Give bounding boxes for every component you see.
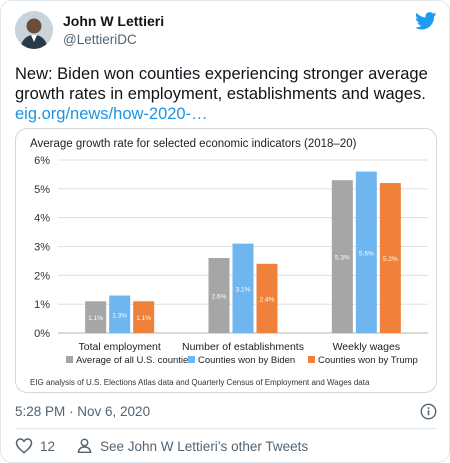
chart-source: EIG analysis of U.S. Elections Atlas dat… xyxy=(30,378,370,387)
bar xyxy=(208,258,230,333)
bar xyxy=(133,301,155,333)
chart-axes: 0% 1% 2% 3% 4% 5% 6% Total employment Number of … xyxy=(34,155,400,353)
y-tick-label: 0% xyxy=(34,328,50,340)
chart-title: Average growth rate for selected economi… xyxy=(30,138,357,150)
bar xyxy=(232,243,254,333)
bar xyxy=(85,301,107,333)
data-label: 5.3% xyxy=(335,255,350,262)
like-count[interactable]: 12 xyxy=(40,439,56,454)
chart-image[interactable]: Average growth rate for selected economi… xyxy=(15,128,437,393)
timestamp[interactable]: 5:28 PM · Nov 6, 2020 xyxy=(15,404,151,419)
data-label: 3.1% xyxy=(236,286,251,293)
avatar-image xyxy=(15,11,53,49)
x-category-label: Number of establishments xyxy=(182,341,304,353)
y-tick-label: 6% xyxy=(34,155,50,167)
chart-bars: 1.1% 1.3% 1.1% 2.6% 3.1% 2.4% 5.3% 5.6% 5.2% xyxy=(85,171,401,333)
data-label: 1.3% xyxy=(112,312,127,319)
chart-legend: Average of all U.S. counties Counties won… xyxy=(66,355,418,366)
twitter-bird-icon[interactable] xyxy=(415,12,437,30)
author-name[interactable]: John W Lettieri xyxy=(63,13,165,29)
x-category-label: Weekly wages xyxy=(333,341,401,353)
tweet-link[interactable]: eig.org/news/how-2020-… xyxy=(15,105,208,123)
legend-swatch xyxy=(66,356,73,363)
divider xyxy=(15,428,437,429)
legend-swatch xyxy=(188,356,195,363)
data-label: 1.1% xyxy=(88,315,103,322)
legend-label: Average of all U.S. counties xyxy=(76,355,193,366)
y-tick-label: 2% xyxy=(34,270,50,282)
bar xyxy=(331,180,353,333)
data-label: 1.1% xyxy=(136,315,151,322)
avatar[interactable] xyxy=(15,11,53,49)
bar xyxy=(355,171,377,333)
x-category-label: Total employment xyxy=(79,341,161,353)
data-label: 2.4% xyxy=(260,296,275,303)
tweet-text: New: Biden won counties experiencing str… xyxy=(15,64,439,124)
bar xyxy=(379,183,401,333)
bar-chart: Average growth rate for selected economi… xyxy=(30,138,428,387)
data-label: 5.2% xyxy=(383,256,398,263)
bar xyxy=(256,263,278,333)
y-tick-label: 5% xyxy=(34,184,50,196)
legend-label: Counties won by Trump xyxy=(318,355,418,366)
y-tick-label: 4% xyxy=(34,213,50,225)
info-icon[interactable] xyxy=(420,403,437,420)
y-tick-label: 1% xyxy=(34,299,50,311)
bar xyxy=(109,295,131,333)
data-label: 5.6% xyxy=(359,250,374,257)
see-other-tweets-link[interactable]: See John W Lettieri’s other Tweets xyxy=(100,439,309,454)
author-handle[interactable]: @LettieriDC xyxy=(63,32,137,47)
y-tick-label: 3% xyxy=(34,242,50,254)
legend-label: Counties won by Biden xyxy=(198,355,295,366)
data-label: 2.6% xyxy=(212,294,227,301)
legend-swatch xyxy=(308,356,315,363)
tweet-body: New: Biden won counties experiencing str… xyxy=(15,65,428,103)
person-icon[interactable] xyxy=(76,437,93,454)
heart-icon[interactable] xyxy=(15,437,33,454)
